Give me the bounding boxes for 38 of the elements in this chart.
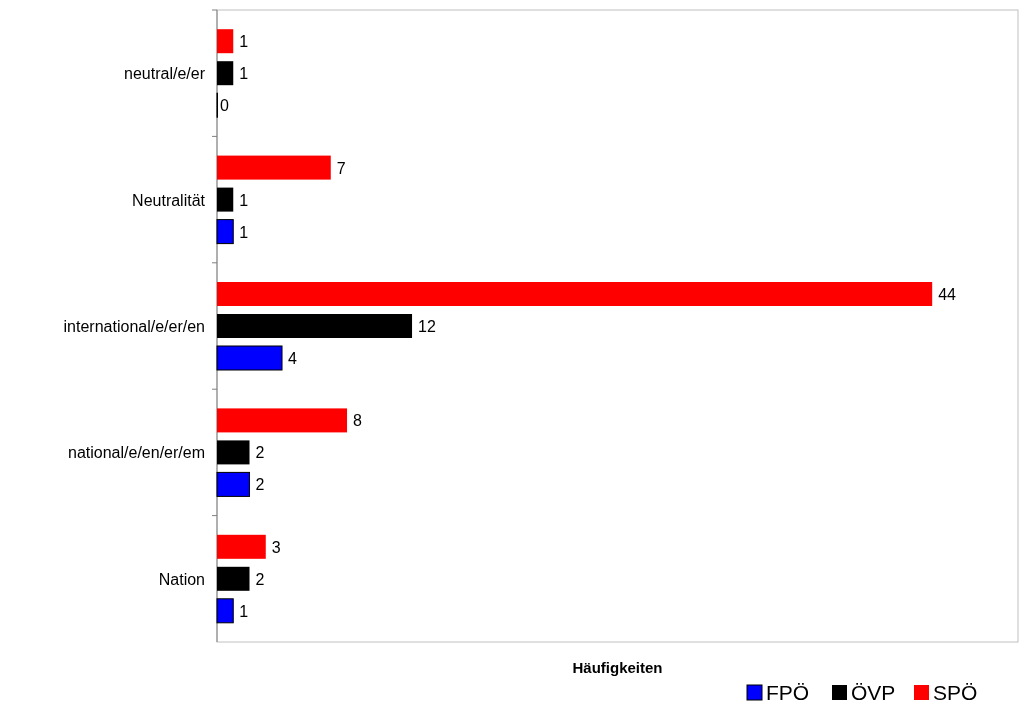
bar <box>216 598 234 624</box>
x-axis-title: Häufigkeiten <box>572 659 663 676</box>
data-label: 1 <box>239 223 249 241</box>
bar <box>217 61 234 86</box>
y-tick-label: Neutralität <box>132 191 206 209</box>
y-tick-label: neutral/e/er <box>124 65 206 83</box>
data-label: 2 <box>255 570 265 588</box>
bar <box>217 29 234 54</box>
data-label: 7 <box>336 159 346 177</box>
bar <box>216 471 251 497</box>
legend-label: ÖVP <box>851 681 896 704</box>
data-label: 4 <box>288 350 298 367</box>
bar <box>217 566 250 591</box>
bar <box>216 345 283 371</box>
data-label: 2 <box>255 444 265 462</box>
y-tick-label: Nation <box>158 570 205 588</box>
y-tick-label: national/e/en/er/em <box>68 444 205 462</box>
data-label: 44 <box>938 286 957 303</box>
data-label: 1 <box>239 33 249 51</box>
data-label: 1 <box>239 602 249 620</box>
y-tick-label: international/e/er/en <box>63 318 205 335</box>
data-label: 1 <box>239 191 249 209</box>
bar <box>217 282 933 306</box>
bar <box>217 155 331 180</box>
bar <box>217 314 413 338</box>
data-label: 12 <box>418 318 436 335</box>
bar <box>217 408 348 433</box>
legend-label: FPÖ <box>766 681 810 704</box>
data-label: 1 <box>239 65 249 83</box>
data-label: 8 <box>353 412 363 430</box>
bar <box>216 219 234 245</box>
bar <box>217 534 266 559</box>
data-label: 2 <box>255 476 265 494</box>
data-label: 3 <box>271 538 281 556</box>
bar <box>217 187 234 212</box>
bar <box>217 440 250 465</box>
data-label: 0 <box>220 97 229 115</box>
legend-label: SPÖ <box>933 681 978 704</box>
